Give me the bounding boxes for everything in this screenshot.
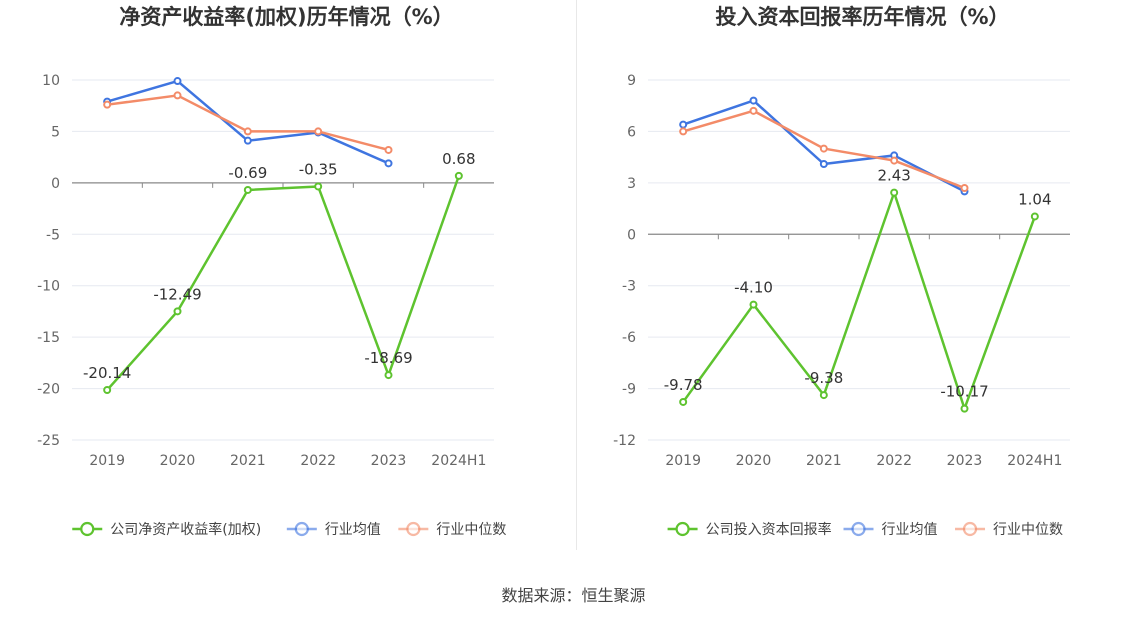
data-point[interactable] bbox=[103, 386, 112, 395]
legend-label: 行业均值 bbox=[882, 522, 938, 538]
data-label: 0.68 bbox=[442, 150, 475, 168]
data-point[interactable] bbox=[173, 77, 182, 86]
x-tick-label: 2024H1 bbox=[431, 453, 486, 469]
legend-label: 行业中位数 bbox=[436, 522, 506, 538]
data-label: -9.78 bbox=[664, 376, 703, 394]
data-point[interactable] bbox=[819, 144, 828, 153]
legend-marker-icon bbox=[294, 521, 309, 537]
data-label: 1.04 bbox=[1018, 190, 1051, 208]
data-label: -20.14 bbox=[83, 364, 131, 382]
data-point[interactable] bbox=[679, 127, 688, 136]
data-point[interactable] bbox=[314, 127, 323, 136]
legend-label: 公司净资产收益率(加权) bbox=[110, 521, 261, 538]
data-point[interactable] bbox=[384, 145, 393, 154]
data-point[interactable] bbox=[749, 96, 758, 105]
series-line-company bbox=[682, 191, 1037, 410]
data-point[interactable] bbox=[173, 307, 182, 316]
y-tick-label: 0 bbox=[51, 176, 60, 192]
y-tick-label: 3 bbox=[627, 176, 636, 192]
data-label: -9.38 bbox=[804, 369, 843, 387]
x-tick-label: 2020 bbox=[160, 453, 196, 469]
x-tick-label: 2023 bbox=[947, 453, 983, 469]
x-tick-label: 2021 bbox=[230, 453, 266, 469]
legend-item[interactable]: 行业中位数 bbox=[955, 521, 1063, 538]
data-label: -4.10 bbox=[734, 279, 773, 297]
data-point[interactable] bbox=[1030, 212, 1039, 221]
data-point[interactable] bbox=[454, 171, 463, 180]
data-point[interactable] bbox=[243, 127, 252, 136]
legend-marker-icon bbox=[851, 521, 866, 537]
data-point[interactable] bbox=[243, 185, 252, 194]
panel-divider bbox=[576, 0, 577, 550]
roe-chart-title: 净资产收益率(加权)历年情况（%） bbox=[119, 5, 454, 29]
data-point[interactable] bbox=[890, 188, 899, 197]
x-tick-label: 2019 bbox=[665, 453, 701, 469]
data-point[interactable] bbox=[679, 120, 688, 129]
legend-marker-icon bbox=[406, 521, 421, 537]
y-tick-label: -20 bbox=[37, 382, 60, 398]
data-point[interactable] bbox=[243, 136, 252, 145]
y-tick-label: 5 bbox=[51, 124, 60, 140]
legend-label: 行业中位数 bbox=[993, 522, 1063, 538]
data-label: -18.69 bbox=[364, 349, 412, 367]
legend-marker-icon bbox=[962, 521, 978, 537]
roe-chart-panel: 净资产收益率(加权)历年情况（%） 10 5 0 -5 -10 -15 -20 -25 2019… bbox=[0, 0, 573, 560]
data-point[interactable] bbox=[749, 300, 758, 309]
x-tick-label: 2019 bbox=[89, 453, 125, 469]
data-label: -0.69 bbox=[228, 164, 267, 182]
y-tick-label: 10 bbox=[42, 73, 60, 89]
data-point[interactable] bbox=[819, 160, 828, 168]
data-point[interactable] bbox=[819, 391, 828, 400]
data-point[interactable] bbox=[960, 404, 969, 413]
legend-marker-icon bbox=[675, 521, 690, 537]
data-point[interactable] bbox=[384, 159, 393, 168]
y-tick-label: 9 bbox=[627, 73, 636, 89]
legend-item[interactable]: 行业中位数 bbox=[398, 521, 506, 538]
data-label: -10.17 bbox=[940, 383, 988, 401]
data-point[interactable] bbox=[679, 397, 688, 406]
data-label: -0.35 bbox=[299, 160, 338, 178]
x-tick-label: 2024H1 bbox=[1007, 453, 1062, 469]
legend-label: 行业均值 bbox=[325, 522, 381, 538]
series-line-company bbox=[106, 175, 461, 391]
legend-item[interactable]: 公司投入资本回报率 bbox=[667, 521, 832, 538]
x-tick-label: 2021 bbox=[806, 453, 842, 469]
data-point[interactable] bbox=[173, 91, 182, 100]
data-point[interactable] bbox=[314, 182, 323, 191]
y-tick-label: -3 bbox=[622, 279, 636, 295]
y-tick-label: -5 bbox=[46, 227, 60, 243]
y-tick-label: 6 bbox=[627, 124, 636, 140]
x-tick-label: 2022 bbox=[300, 453, 336, 469]
y-tick-label: 0 bbox=[627, 227, 636, 243]
data-point[interactable] bbox=[384, 371, 393, 380]
x-tick-label: 2022 bbox=[876, 453, 912, 469]
legend-item[interactable]: 行业均值 bbox=[843, 521, 938, 538]
x-tick-label: 2020 bbox=[736, 453, 772, 469]
data-point[interactable] bbox=[890, 156, 899, 165]
data-label: -12.49 bbox=[153, 285, 201, 303]
roe-chart: 10 5 0 -5 -10 -15 -20 -25 2019 2020 2021 2022 2023 20… bbox=[37, 73, 506, 538]
legend-item[interactable]: 公司净资产收益率(加权) bbox=[72, 521, 261, 538]
legend-label: 公司投入资本回报率 bbox=[706, 521, 832, 538]
y-tick-label: -12 bbox=[613, 433, 636, 449]
x-tick-label: 2023 bbox=[371, 453, 407, 469]
roic-chart-panel: 投入资本回报率历年情况（%） 9 6 3 0 -3 -6 -9 -12 2019 2020 2021… bbox=[576, 0, 1147, 560]
data-source: 数据来源：恒生聚源 bbox=[501, 586, 646, 605]
roic-chart-title: 投入资本回报率历年情况（%） bbox=[715, 5, 1010, 29]
legend-item[interactable]: 行业均值 bbox=[286, 521, 381, 538]
data-point[interactable] bbox=[749, 106, 758, 115]
roic-chart: 9 6 3 0 -3 -6 -9 -12 2019 2020 2021 2022 2023 2024H1 -… bbox=[613, 73, 1070, 538]
y-tick-label: -15 bbox=[37, 330, 60, 346]
y-tick-label: -9 bbox=[622, 382, 636, 398]
y-tick-label: -25 bbox=[37, 433, 60, 449]
legend-marker-icon bbox=[80, 521, 95, 537]
series-line-industry-average bbox=[106, 79, 390, 165]
y-tick-label: -10 bbox=[37, 279, 60, 295]
data-label: 2.43 bbox=[877, 167, 910, 185]
data-point[interactable] bbox=[103, 100, 112, 109]
y-tick-label: -6 bbox=[622, 330, 636, 346]
data-point[interactable] bbox=[960, 184, 969, 192]
